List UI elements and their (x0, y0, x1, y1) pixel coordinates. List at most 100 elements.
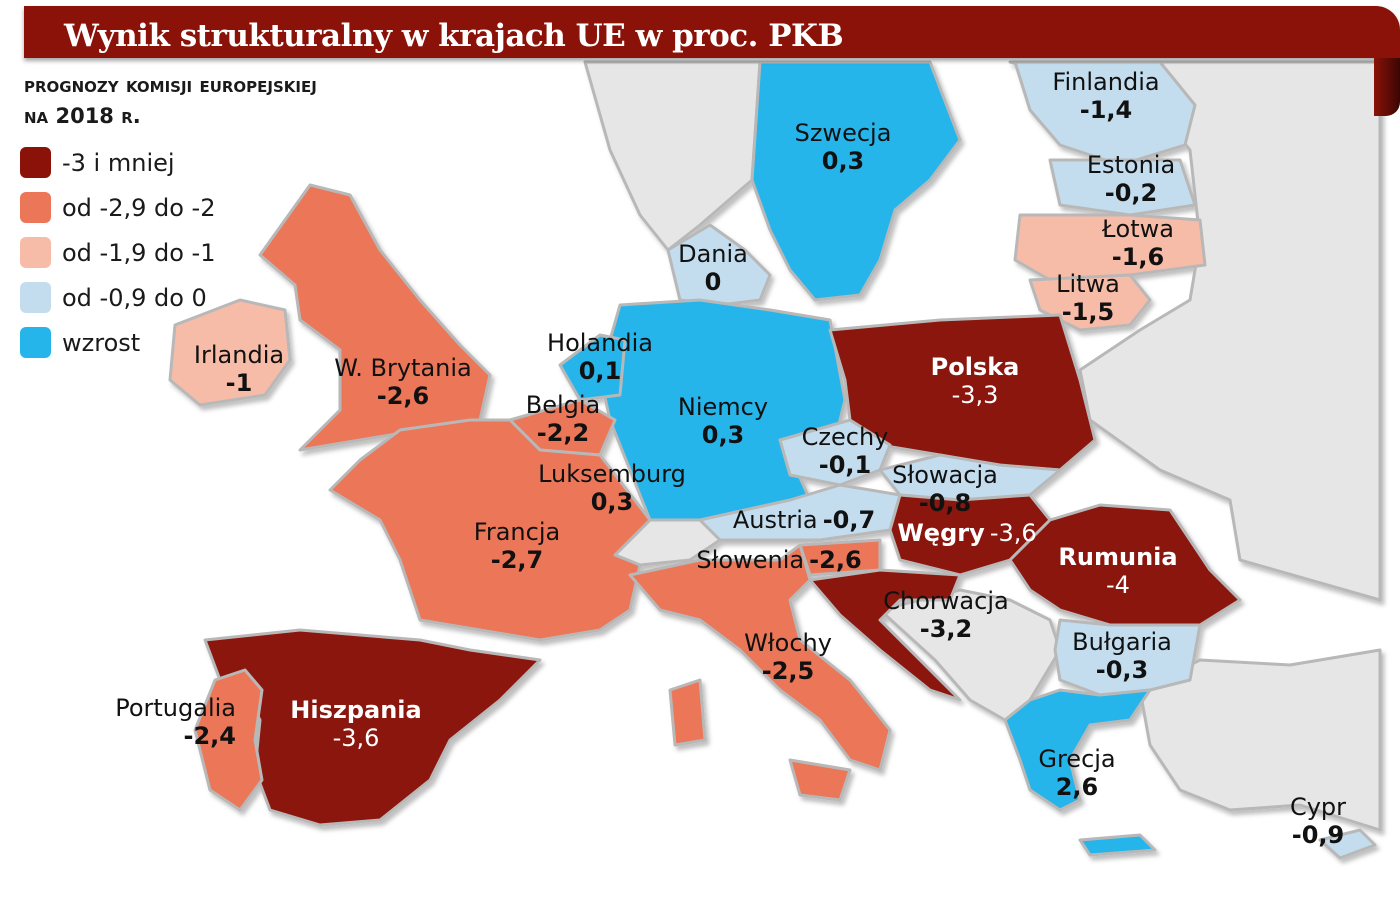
country-name: Estonia (1086, 151, 1176, 179)
region-holandia (558, 333, 627, 402)
legend-item-growth: wzrost (20, 320, 215, 365)
title-bar-tail (1374, 58, 1400, 116)
country-value: 0 (704, 268, 722, 296)
country-value: -2,7 (490, 546, 544, 574)
title-bar: Wynik strukturalny w krajach UE w proc. … (24, 6, 1400, 58)
country-value: 0,3 (701, 421, 745, 449)
legend-label: od -0,9 do 0 (62, 283, 207, 312)
region-szwecja (750, 60, 962, 302)
country-name: Węgry (897, 519, 985, 547)
region-wlochy-sycylia (788, 758, 852, 802)
country-value: 0,3 (821, 147, 865, 175)
country-name: Chorwacja (883, 587, 1009, 615)
country-value: -3,6 (332, 724, 380, 752)
chart-title: Wynik strukturalny w krajach UE w proc. … (64, 18, 844, 54)
country-name: Szwecja (794, 119, 892, 147)
country-name: Francja (473, 518, 561, 546)
region-cypr (1318, 828, 1377, 860)
subtitle-line-2: na 2018 r. (24, 104, 141, 128)
country-name: Cypr (1289, 793, 1347, 821)
label-finlandia: Finlandia -1,4 (1052, 68, 1159, 124)
label-chorwacja: Chorwacja -3,2 (883, 587, 1008, 643)
legend-label: -3 i mniej (62, 148, 175, 177)
label-wlochy: Włochy -2,5 (744, 629, 832, 685)
region-balkans-nonEU (878, 588, 1062, 722)
label-estonia: Estonia -0,2 (1087, 151, 1175, 207)
country-value: -1,5 (1061, 298, 1115, 326)
label-litwa: Litwa -1,5 (1056, 270, 1120, 326)
region-grecja-kreta (1078, 833, 1157, 857)
country-value: -1 (225, 369, 253, 397)
country-value: -1,4 (1079, 96, 1133, 124)
label-niemcy: Niemcy 0,3 (678, 393, 768, 449)
country-value: -1,6 (1111, 243, 1165, 271)
country-name: Słowenia (696, 546, 805, 574)
legend-swatch (20, 327, 51, 358)
country-name: Rumunia (1058, 543, 1178, 571)
label-rumunia: Rumunia -4 (1058, 543, 1177, 599)
label-wegry: Węgry -3,6 (897, 519, 1036, 550)
country-value: 0,3 (590, 488, 634, 516)
legend-label: od -1,9 do -1 (62, 238, 216, 267)
country-name: Irlandia (193, 341, 285, 369)
country-name: Litwa (1056, 270, 1120, 298)
region-lotwa (1013, 213, 1207, 282)
country-name: Słowacja (892, 461, 998, 489)
region-turkey (1138, 648, 1382, 832)
country-name: Czechy (801, 423, 889, 451)
label-lotwa: Łotwa -1,6 (1102, 215, 1174, 271)
country-value: -2,4 (183, 722, 236, 750)
country-name: Finlandia (1052, 68, 1160, 96)
label-slowenia: Słowenia -2,6 (696, 546, 861, 577)
region-francja (328, 418, 652, 642)
region-rumunia (1008, 503, 1242, 627)
legend-item-minus0-9-to-0: od -0,9 do 0 (20, 275, 215, 320)
label-polska: Polska -3,3 (931, 353, 1020, 409)
country-name: Niemcy (677, 393, 769, 421)
country-value: 0,1 (578, 357, 622, 385)
label-francja: Francja -2,7 (474, 518, 560, 574)
label-czechy: Czechy -0,1 (802, 423, 889, 479)
country-name: Polska (930, 353, 1020, 381)
region-w-brytania (258, 183, 492, 452)
label-slowacja: Słowacja -0,8 (892, 461, 998, 517)
legend-swatch (20, 237, 51, 268)
legend-swatch (20, 147, 51, 178)
country-name: Bułgaria (1072, 628, 1172, 656)
label-cypr: Cypr -0,9 (1290, 793, 1346, 849)
country-value: -2,5 (761, 657, 815, 685)
country-value: -3,6 (989, 519, 1037, 547)
legend-swatch (20, 282, 51, 313)
country-name: Łotwa (1102, 215, 1174, 243)
country-value: -3,3 (951, 381, 999, 409)
legend-item-le-minus3: -3 i mniej (20, 140, 215, 185)
legend: -3 i mniej od -2,9 do -2 od -1,9 do -1 o… (20, 140, 215, 365)
country-value: -0,3 (1095, 656, 1149, 684)
country-name: Hiszpania (290, 696, 422, 724)
country-value: -2,6 (376, 382, 430, 410)
label-grecja: Grecja 2,6 (1038, 745, 1115, 801)
legend-swatch (20, 192, 51, 223)
country-value: -0,1 (818, 451, 872, 479)
region-chorwacja (808, 568, 962, 702)
country-value: -2,2 (536, 419, 590, 447)
label-portugalia: Portugalia -2,4 (115, 694, 236, 750)
country-name: Portugalia (115, 694, 236, 722)
country-name: Grecja (1038, 745, 1116, 773)
country-name: Dania (678, 240, 748, 268)
country-value: 2,6 (1055, 773, 1099, 801)
label-w-brytania: W. Brytania -2,6 (334, 354, 471, 410)
country-name: Belgia (525, 391, 601, 419)
label-dania: Dania 0 (678, 240, 748, 296)
country-name: Włochy (744, 629, 832, 657)
label-austria: Austria -0,7 (733, 506, 875, 537)
country-value: -0,9 (1291, 821, 1345, 849)
region-wlochy (628, 543, 892, 772)
region-estonia (1048, 158, 1197, 217)
country-name: Luksemburg (538, 460, 686, 488)
country-value: -0,2 (1104, 179, 1158, 207)
subtitle-line-1: prognozy Komisji Europejskiej (24, 73, 317, 97)
country-value: -0,8 (918, 489, 972, 517)
region-irlandia (168, 298, 292, 407)
